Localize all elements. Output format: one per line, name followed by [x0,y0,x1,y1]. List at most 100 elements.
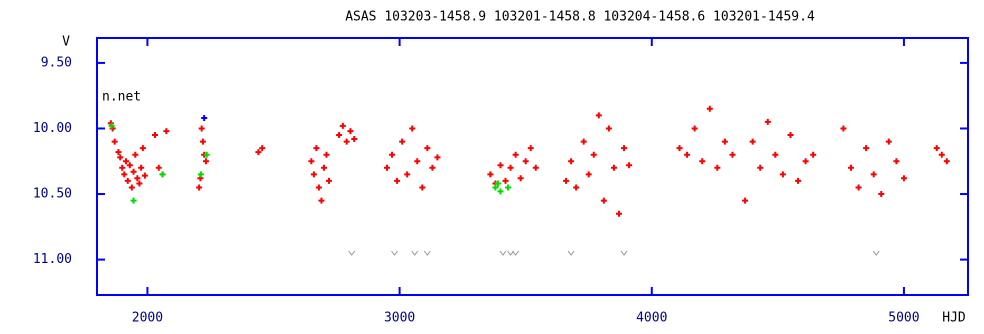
data-point [721,138,728,145]
data-point [505,184,512,191]
data-point [840,125,847,132]
data-point [626,162,633,169]
data-point [863,145,870,152]
data-point [202,158,209,165]
data-point [115,149,122,156]
data-point [757,164,764,171]
y-tick-label: 10.50 [33,187,72,202]
data-point [163,128,170,135]
data-point [676,145,683,152]
data-point [742,197,749,204]
annotation: n.net [102,90,141,105]
data-point [325,177,332,184]
x-tick-label: 4000 [636,311,667,326]
data-point [429,164,436,171]
data-point [259,145,266,152]
data-point [141,172,148,179]
data-point [802,158,809,165]
data-point [729,151,736,158]
data-point [308,158,315,165]
data-point [610,164,617,171]
data-point [615,210,622,217]
data-point [197,171,204,178]
data-point [938,151,945,158]
data-point [585,171,592,178]
data-point [159,171,166,178]
data-point [339,122,346,129]
data-point [497,188,504,195]
data-point [198,125,205,132]
data-point [343,138,350,145]
data-point [383,164,390,171]
data-point [134,175,141,182]
data-point [196,184,203,191]
data-point [124,177,131,184]
data-point [764,118,771,125]
data-point [872,250,880,256]
data-point [434,154,441,161]
data-point [567,250,575,256]
data-point [870,171,877,178]
data-point [138,164,145,171]
data-point [117,154,124,161]
data-point [532,164,539,171]
data-point [123,158,129,165]
data-point [699,158,706,165]
data-point [885,138,892,145]
data-point [351,135,358,142]
data-point [512,250,520,256]
data-point [318,197,325,204]
data-point [404,171,411,178]
data-point [749,138,756,145]
data-point [691,125,698,132]
data-point [507,250,514,256]
data-point [684,151,691,158]
data-point [507,164,514,171]
data-point [893,158,900,165]
data-point [497,162,504,169]
data-point [203,151,210,158]
data-point [595,112,602,119]
data-point [391,250,398,256]
data-point [411,250,419,256]
y-tick-label: 10.00 [33,121,72,136]
data-point [502,177,509,184]
data-point [126,162,133,169]
data-point [336,132,343,139]
data-point [512,151,519,158]
data-point [943,158,950,165]
data-point [310,171,317,178]
chart-title: ASAS 103203-1458.9 103201-1458.8 103204-… [345,10,815,25]
data-point [878,191,885,198]
data-point [620,250,628,256]
plot-frame [96,37,969,296]
data-point [201,114,208,121]
x-tick-label: 5000 [888,311,919,326]
data-point [424,145,431,152]
data-point [580,138,587,145]
data-point [347,128,354,135]
data-point [605,125,612,132]
x-tick-label: 3000 [384,311,415,326]
data-point [600,197,607,204]
data-point [108,122,115,129]
data-point [348,250,356,256]
data-point [132,151,139,158]
data-point [155,164,162,171]
data-point [487,171,494,178]
data-point [119,164,126,171]
data-point [399,138,406,145]
data-point [772,151,779,158]
data-point [414,158,421,165]
data-point [423,250,431,256]
data-point [130,168,137,175]
data-point [573,184,580,191]
data-point [315,184,322,191]
data-point [590,151,597,158]
data-point [128,184,135,191]
data-point [389,151,396,158]
data-point [409,125,416,132]
data-point [779,171,786,178]
data-point [900,175,907,182]
